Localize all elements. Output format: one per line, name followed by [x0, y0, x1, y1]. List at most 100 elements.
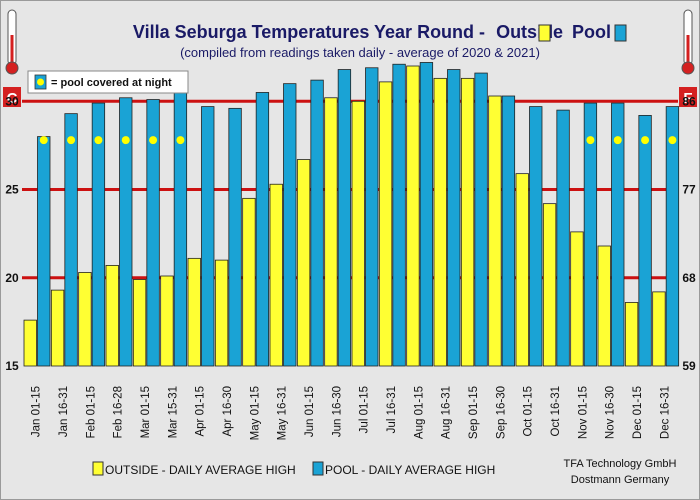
bar-pool-22 [638, 115, 652, 367]
y-tick-label-c-15: 15 [5, 359, 19, 373]
pool-covered-marker-20 [586, 136, 595, 145]
bar-pool-11 [337, 69, 352, 367]
title-pool-swatch [614, 24, 627, 42]
bar-pool-12 [365, 67, 379, 367]
bar-outside-19 [542, 203, 557, 367]
bar-pool-17 [501, 95, 516, 367]
y-tick-label-c-30: 30 [5, 94, 19, 108]
x-tick-label-10: Jun 01-15 [304, 386, 316, 437]
bar-outside-2 [78, 272, 92, 367]
x-tick-label-20: Nov 01-15 [577, 386, 589, 439]
bar-pool-1 [64, 113, 78, 367]
bar-pool-2 [91, 102, 106, 367]
bar-pool-23 [665, 106, 680, 367]
bar-pool-21 [611, 102, 625, 367]
bar-pool-4 [146, 99, 160, 367]
bar-pool-7 [228, 107, 242, 367]
x-tick-label-17: Sep 16-30 [495, 386, 507, 439]
x-tick-label-15: Aug 16-31 [441, 386, 453, 439]
pool-covered-marker-icon [37, 78, 44, 86]
x-tick-label-0: Jan 01-15 [31, 386, 43, 437]
bar-outside-12 [351, 100, 365, 367]
bar-outside-8 [242, 197, 256, 367]
bar-pool-8 [255, 92, 270, 367]
y-tick-label-c-20: 20 [5, 271, 19, 285]
bar-pool-5 [173, 92, 188, 367]
bar-outside-14 [406, 65, 420, 367]
x-tick-label-8: May 01-15 [249, 386, 261, 440]
pool-covered-marker-3 [121, 136, 130, 145]
bottom-legend: OUTSIDE - DAILY AVERAGE HIGH POOL - DAIL… [92, 461, 495, 477]
y-tick-label-f-59: 59 [682, 359, 696, 373]
pool-covered-marker-5 [176, 136, 185, 145]
bars-layer [23, 62, 680, 367]
bar-pool-3 [119, 97, 133, 367]
chart-title: Villa Seburga Temperatures Year Round - … [133, 22, 563, 42]
bar-pool-13 [392, 63, 406, 367]
bar-pool-16 [474, 72, 488, 367]
bar-outside-23 [652, 291, 666, 367]
x-tick-label-14: Aug 01-15 [413, 386, 425, 439]
bar-outside-4 [132, 279, 147, 367]
bar-outside-22 [624, 302, 639, 367]
fahrenheit-unit-label: F [683, 90, 692, 107]
bar-pool-14 [419, 62, 434, 367]
legend-pool-label: POOL - DAILY AVERAGE HIGH [325, 463, 495, 477]
bar-outside-10 [296, 159, 311, 367]
bar-outside-17 [488, 95, 502, 367]
x-tick-label-6: Apr 01-15 [195, 386, 207, 437]
legend-outside-label: OUTSIDE - DAILY AVERAGE HIGH [105, 463, 296, 477]
pool-covered-marker-22 [641, 136, 650, 145]
pool-covered-marker-21 [613, 136, 622, 145]
x-tick-label-13: Jul 16-31 [386, 386, 398, 433]
title-main: Villa Seburga Temperatures Year Round - [133, 22, 485, 42]
bar-pool-19 [556, 109, 570, 367]
x-tick-label-22: Dec 01-15 [632, 386, 644, 439]
thermometer-right-icon [681, 9, 695, 75]
bar-outside-0 [23, 319, 37, 367]
pool-covered-marker-0 [39, 136, 48, 145]
x-tick-label-1: Jan 16-31 [58, 386, 70, 437]
x-tick-labels: Jan 01-15 Jan 16-31 Feb 01-15 Feb 16-28 Mar … [31, 386, 672, 440]
celsius-unit-label: C [7, 90, 18, 107]
pool-covered-marker-4 [149, 136, 158, 145]
pool-covered-legend: = pool covered at night [27, 70, 189, 94]
x-tick-label-23: Dec 16-31 [659, 386, 671, 439]
x-tick-label-21: Nov 16-30 [605, 386, 617, 439]
bar-outside-3 [105, 265, 119, 367]
x-tick-label-5: Mar 15-31 [167, 386, 179, 438]
x-tick-label-9: May 16-31 [277, 386, 289, 440]
x-tick-label-16: Sep 01-15 [468, 386, 480, 439]
pool-covered-marker-2 [94, 136, 103, 145]
y-tick-label-f-86: 86 [682, 94, 696, 108]
x-tick-label-11: Jun 16-30 [331, 386, 343, 437]
legend-pool-swatch [312, 461, 324, 476]
celsius-unit-box: C [3, 87, 21, 107]
title-outside-swatch [538, 24, 551, 42]
bar-pool-20 [583, 102, 598, 367]
x-tick-label-4: Mar 01-15 [140, 386, 152, 438]
bar-outside-16 [460, 77, 475, 367]
y-tick-label-f-77: 77 [682, 183, 696, 197]
x-tick-label-3: Feb 16-28 [113, 386, 125, 438]
credit-line-1: TFA Technology GmbH [564, 458, 677, 470]
pool-covered-label: = pool covered at night [51, 77, 172, 89]
pool-covered-marker-1 [67, 136, 76, 145]
bar-outside-9 [269, 183, 283, 367]
bar-outside-20 [570, 231, 584, 367]
x-tick-label-12: Jul 01-15 [359, 386, 371, 433]
x-tick-label-19: Oct 16-31 [550, 386, 562, 437]
bar-outside-7 [214, 259, 229, 367]
title-pool-label: Pool [572, 22, 611, 42]
bar-outside-15 [433, 77, 447, 367]
fahrenheit-unit-box: F [679, 87, 697, 107]
bar-outside-5 [160, 275, 174, 367]
y-tick-label-c-25: 25 [5, 183, 19, 197]
bar-outside-11 [324, 97, 338, 367]
bar-pool-9 [283, 83, 297, 367]
bar-outside-18 [515, 173, 529, 367]
bar-pool-18 [529, 106, 543, 367]
x-tick-label-7: Apr 16-30 [222, 386, 234, 437]
bar-outside-6 [187, 257, 201, 367]
